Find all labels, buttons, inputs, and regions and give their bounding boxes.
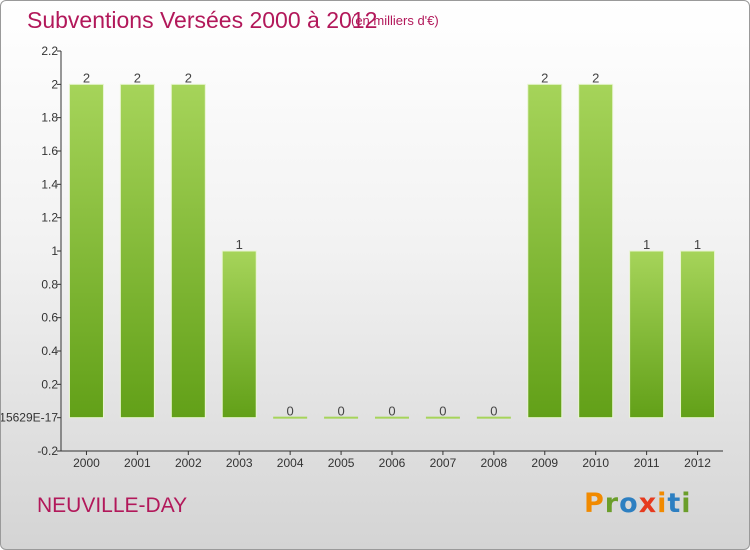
bar-2004 bbox=[273, 416, 308, 419]
bar-2010 bbox=[578, 83, 614, 419]
data-label: 2 bbox=[185, 70, 192, 85]
chart-title: Subventions Versées 2000 à 2012 bbox=[27, 7, 378, 33]
bar-2009 bbox=[527, 83, 563, 419]
data-label: 1 bbox=[643, 237, 650, 252]
bar-2005 bbox=[324, 416, 359, 419]
bar-2002 bbox=[170, 83, 206, 419]
x-tick-label: 2007 bbox=[430, 456, 457, 470]
data-label: 2 bbox=[134, 70, 141, 85]
y-tick-label: -0.2 bbox=[37, 444, 58, 458]
x-tick-label: 2004 bbox=[277, 456, 304, 470]
chart-unit-note: (en milliers d'€) bbox=[351, 13, 439, 28]
proxiti-logo: Proxiti bbox=[584, 488, 692, 519]
bar-2006 bbox=[375, 416, 409, 419]
y-tick-label: 1 bbox=[51, 244, 58, 258]
data-label: 2 bbox=[592, 70, 599, 85]
data-label: 2 bbox=[83, 70, 90, 85]
y-tick-label: -15629E-17 bbox=[1, 411, 58, 425]
x-tick-label: 2002 bbox=[175, 456, 202, 470]
x-tick-label: 2006 bbox=[379, 456, 406, 470]
bar-2007 bbox=[425, 416, 460, 419]
x-tick-label: 2009 bbox=[531, 456, 558, 470]
bar-2012 bbox=[680, 250, 716, 419]
bar-2003 bbox=[221, 250, 257, 419]
y-tick-label: 0.2 bbox=[41, 377, 58, 391]
y-tick-label: 1.2 bbox=[41, 211, 58, 225]
bar-2008 bbox=[476, 416, 511, 419]
data-label: 0 bbox=[490, 404, 497, 419]
x-tick-label: 2000 bbox=[73, 456, 100, 470]
data-label: 0 bbox=[388, 404, 395, 419]
bar-2001 bbox=[119, 83, 155, 419]
y-tick-label: 2.2 bbox=[41, 44, 58, 58]
data-label: 1 bbox=[236, 237, 243, 252]
x-tick-label: 2005 bbox=[328, 456, 355, 470]
x-tick-label: 2012 bbox=[684, 456, 711, 470]
bar-2011 bbox=[629, 250, 665, 419]
x-tick-label: 2010 bbox=[582, 456, 609, 470]
data-label: 2 bbox=[541, 70, 548, 85]
y-tick-label: 0.4 bbox=[41, 344, 58, 358]
data-label: 1 bbox=[694, 237, 701, 252]
y-tick-label: 0.6 bbox=[41, 311, 58, 325]
data-label: 0 bbox=[287, 404, 294, 419]
y-tick-label: 1.4 bbox=[41, 177, 58, 191]
x-tick-label: 2011 bbox=[634, 456, 660, 470]
y-tick-label: 1.6 bbox=[41, 144, 58, 158]
data-label: 0 bbox=[439, 404, 446, 419]
x-tick-label: 2001 bbox=[124, 456, 151, 470]
y-tick-label: 2 bbox=[51, 77, 58, 91]
x-tick-label: 2008 bbox=[480, 456, 507, 470]
y-tick-label: 1.8 bbox=[41, 111, 58, 125]
municipality-name: NEUVILLE-DAY bbox=[37, 494, 188, 517]
data-label: 0 bbox=[337, 404, 344, 419]
y-tick-label: 0.8 bbox=[41, 277, 58, 291]
x-tick-label: 2003 bbox=[226, 456, 253, 470]
bar-2000 bbox=[68, 83, 104, 419]
